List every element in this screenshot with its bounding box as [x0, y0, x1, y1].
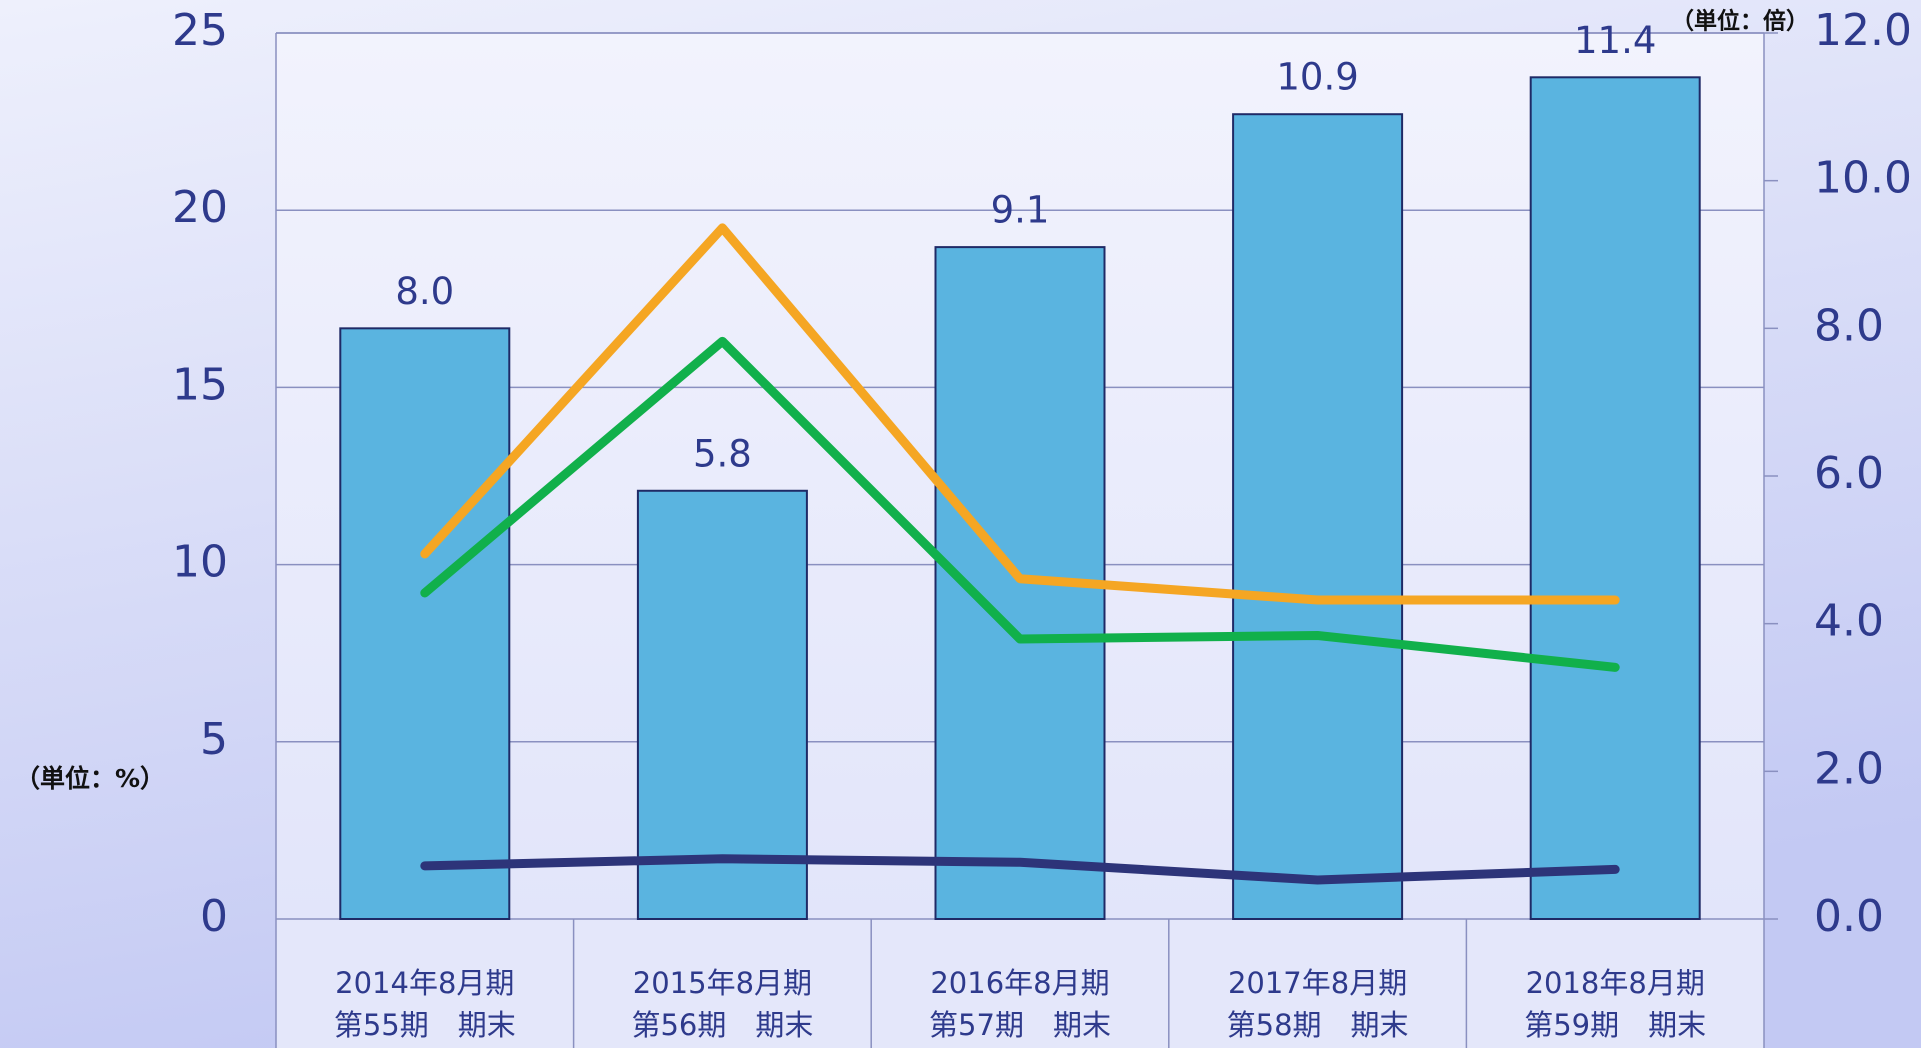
x-tick-label: 2015年8月期: [633, 966, 812, 1000]
line: [420, 854, 1620, 885]
x-tick-label: 2014年8月期: [335, 966, 514, 1000]
y-tick-label: 0: [200, 891, 228, 942]
value-label: 5.8: [693, 432, 752, 475]
value-label: 11.4: [1574, 19, 1656, 62]
y-axis-unit: （単位：%）: [15, 764, 165, 793]
y-tick-label: 25: [172, 5, 228, 56]
category-area: [276, 919, 1764, 1048]
y2-tick-label: 8.0: [1814, 300, 1884, 351]
x-tick-label: 第56期 期末: [631, 1008, 813, 1042]
x-tick-label: 第59期 期末: [1524, 1008, 1706, 1042]
y2-tick-label: 6.0: [1814, 448, 1884, 499]
x-tick-label: 2016年8月期: [930, 966, 1109, 1000]
bar: [339, 327, 511, 921]
bar: [1529, 76, 1701, 921]
y-tick-label: 15: [172, 359, 228, 410]
y2-tick-label: 0.0: [1814, 891, 1884, 942]
x-tick-label: 第57期 期末: [929, 1008, 1111, 1042]
y2-tick-label: 4.0: [1814, 596, 1884, 647]
bar: [636, 489, 808, 920]
x-tick-label: 第58期 期末: [1227, 1008, 1409, 1042]
x-tick-label: 2017年8月期: [1228, 966, 1407, 1000]
y-tick-label: 20: [172, 182, 228, 233]
y-tick-label: 10: [172, 537, 228, 588]
bar: [1232, 113, 1404, 920]
value-label: 10.9: [1276, 56, 1358, 99]
line: [420, 223, 1620, 605]
value-label: 8.0: [395, 270, 454, 313]
x-tick-label: 2018年8月期: [1526, 966, 1705, 1000]
value-label: 9.1: [991, 189, 1050, 232]
x-tick-label: 第55期 期末: [334, 1008, 516, 1042]
line: [420, 336, 1620, 672]
y2-tick-label: 2.0: [1814, 743, 1884, 794]
y-tick-label: 5: [200, 714, 228, 765]
y2-axis-unit: （単位：倍）: [1671, 8, 1809, 35]
y2-tick-label: 12.0: [1814, 5, 1912, 56]
y2-tick-label: 10.0: [1814, 153, 1912, 204]
